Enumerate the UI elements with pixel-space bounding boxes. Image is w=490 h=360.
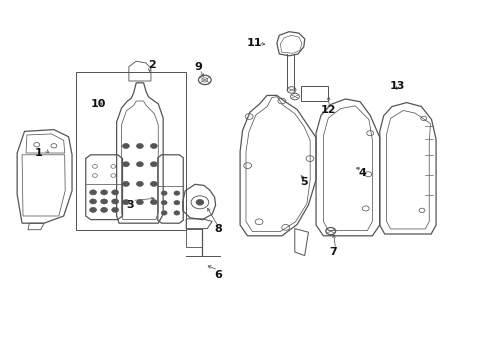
Circle shape xyxy=(122,199,129,204)
Circle shape xyxy=(136,181,143,186)
Circle shape xyxy=(150,143,157,148)
Circle shape xyxy=(136,143,143,148)
Circle shape xyxy=(150,181,157,186)
Circle shape xyxy=(136,162,143,167)
Text: 10: 10 xyxy=(90,99,106,109)
Circle shape xyxy=(122,143,129,148)
Text: 13: 13 xyxy=(389,81,405,91)
Text: 5: 5 xyxy=(300,177,308,187)
Circle shape xyxy=(90,199,97,204)
Circle shape xyxy=(101,190,108,195)
Text: 8: 8 xyxy=(214,224,222,234)
Bar xyxy=(76,72,186,230)
Text: 2: 2 xyxy=(148,60,156,70)
Text: 9: 9 xyxy=(195,62,202,72)
Circle shape xyxy=(112,207,119,212)
Text: 1: 1 xyxy=(34,148,42,158)
Text: 7: 7 xyxy=(329,247,337,257)
Circle shape xyxy=(90,207,97,212)
Circle shape xyxy=(112,190,119,195)
Circle shape xyxy=(122,162,129,167)
Circle shape xyxy=(122,181,129,186)
Circle shape xyxy=(136,199,143,204)
Text: 3: 3 xyxy=(126,200,134,210)
Text: 11: 11 xyxy=(247,38,263,48)
Text: 4: 4 xyxy=(359,168,367,178)
Circle shape xyxy=(174,191,180,195)
Text: 12: 12 xyxy=(320,105,336,115)
Circle shape xyxy=(90,190,97,195)
Circle shape xyxy=(174,211,180,215)
Circle shape xyxy=(196,199,204,205)
Circle shape xyxy=(174,201,180,205)
Circle shape xyxy=(161,211,167,215)
Circle shape xyxy=(101,207,108,212)
Circle shape xyxy=(101,199,108,204)
Bar xyxy=(301,86,328,101)
Circle shape xyxy=(112,199,119,204)
Circle shape xyxy=(161,201,167,205)
Circle shape xyxy=(150,199,157,204)
Text: 6: 6 xyxy=(214,270,222,280)
Circle shape xyxy=(150,162,157,167)
Circle shape xyxy=(161,191,167,195)
